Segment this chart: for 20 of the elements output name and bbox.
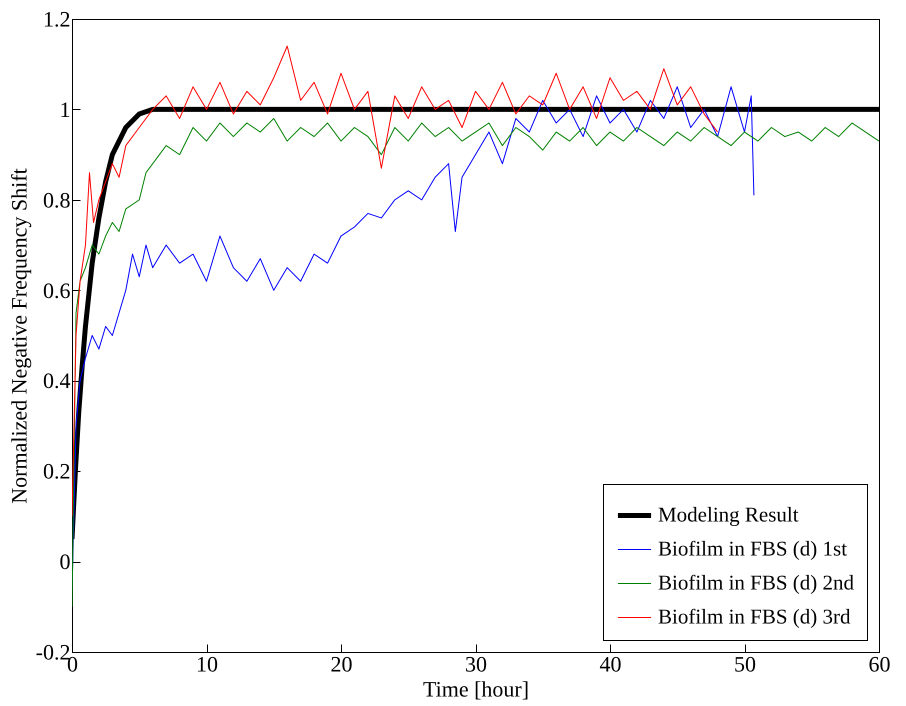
x-tick-label: 60 (868, 652, 890, 676)
x-tick-label: 50 (734, 652, 756, 676)
x-tick-label: 40 (600, 652, 622, 676)
y-tick-label: 1.2 (43, 6, 70, 32)
legend-label: Biofilm in FBS (d) 1st (658, 536, 848, 560)
y-tick-label: 0 (60, 549, 70, 574)
x-tick-label: 20 (330, 652, 352, 676)
x-axis-title: Time [hour] (422, 676, 530, 702)
y-tick-label: 0.2 (43, 458, 70, 484)
x-tick-label: 30 (465, 652, 487, 676)
y-tick-label: 0.4 (43, 368, 70, 394)
legend-label: Biofilm in FBS (d) 3rd (658, 604, 852, 628)
line-series (72, 118, 879, 608)
y-tick-label: 0.8 (43, 187, 70, 212)
legend-label: Biofilm in FBS (d) 2nd (658, 570, 855, 594)
y-tick-label: 1 (60, 96, 70, 122)
legend-label: Modeling Result (658, 502, 799, 526)
y-axis-title: Normalized Negative Frequency Shift (6, 168, 32, 504)
x-tick-label: 10 (196, 652, 218, 676)
y-tick-label: 0.6 (43, 278, 70, 303)
